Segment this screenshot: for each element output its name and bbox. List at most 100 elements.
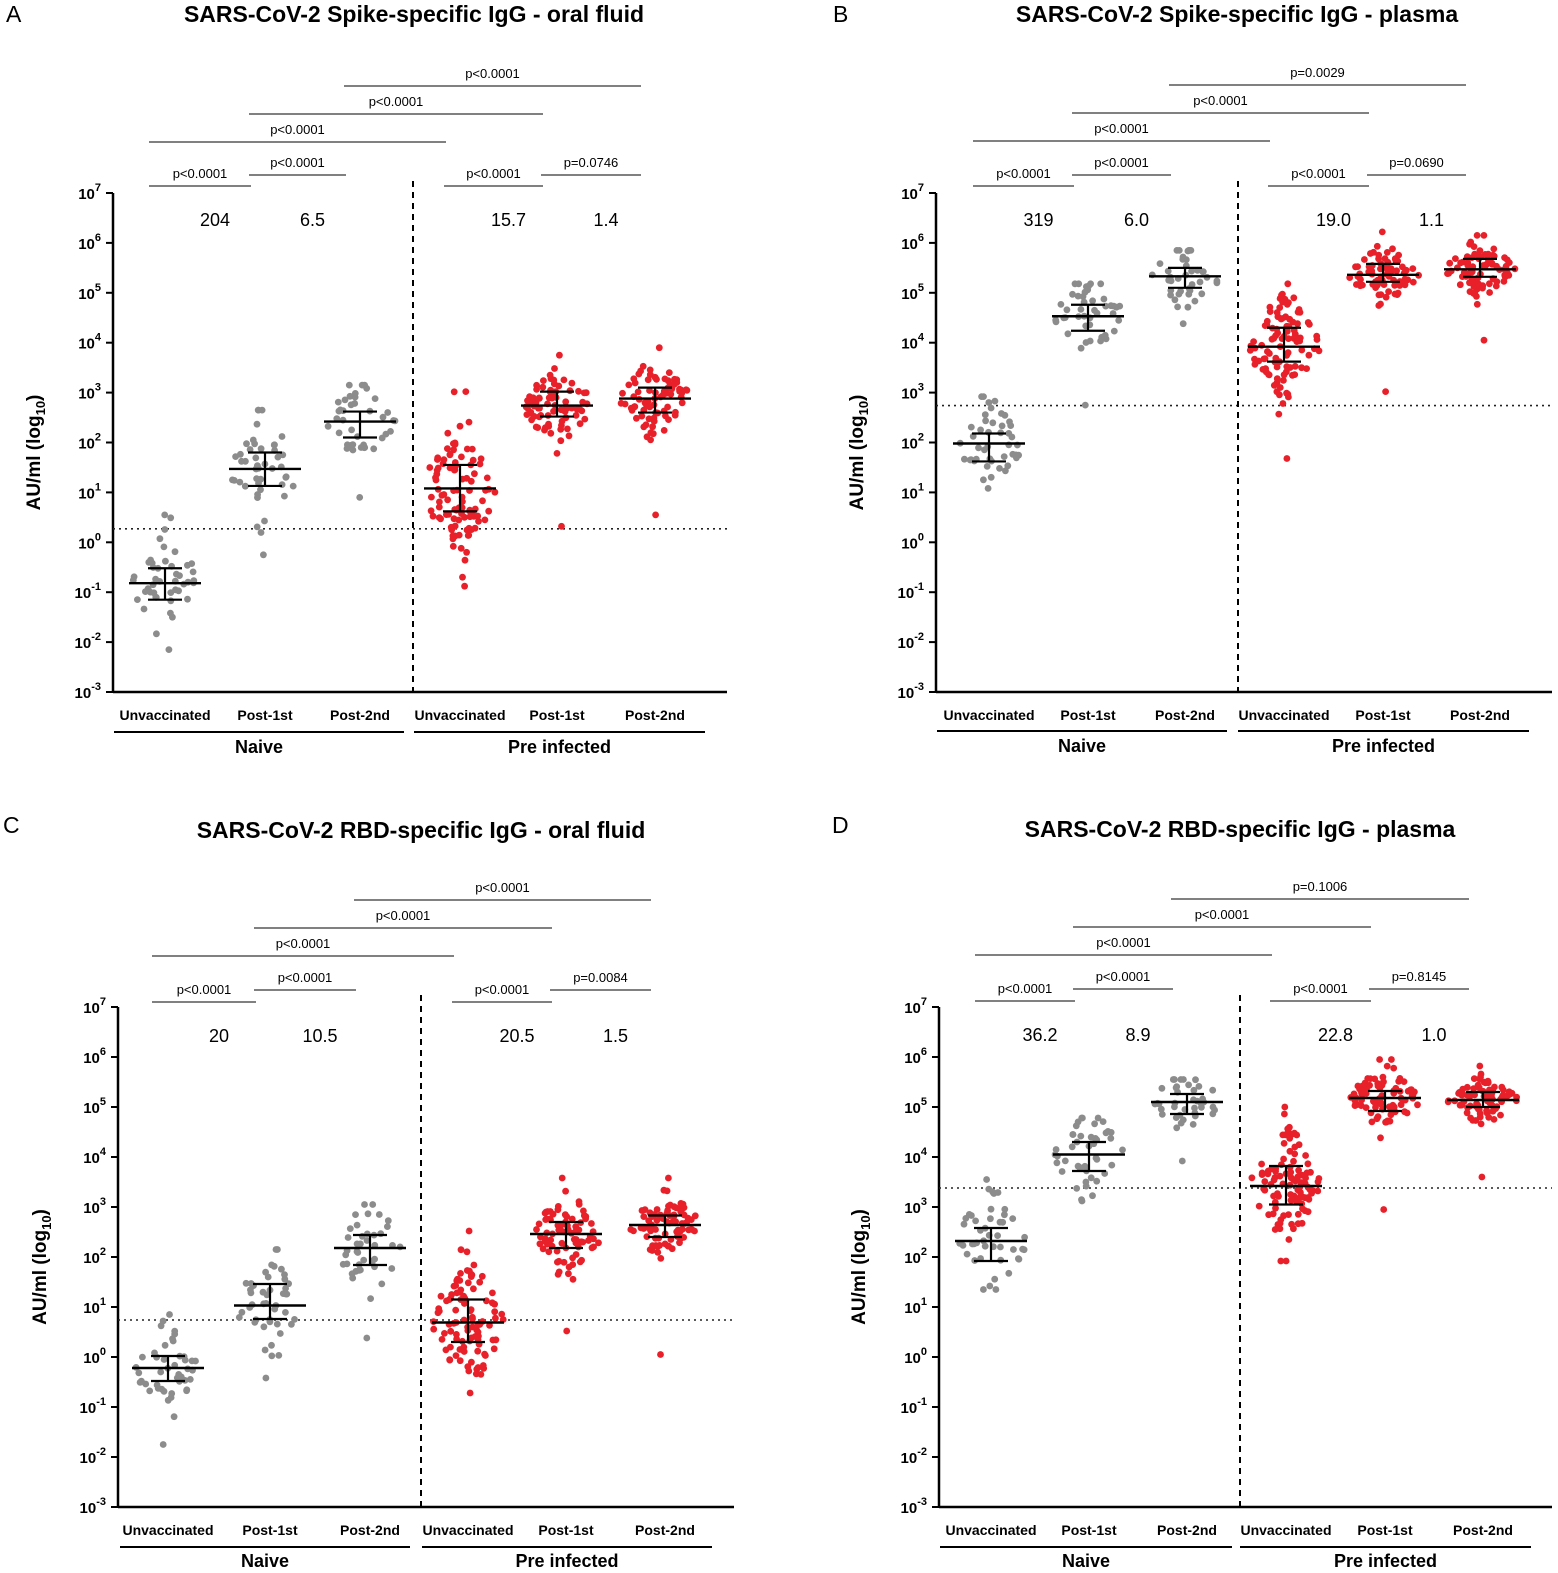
data-point <box>998 422 1006 430</box>
data-point <box>684 1214 692 1222</box>
data-point <box>168 1390 176 1397</box>
data-point <box>483 474 491 482</box>
data-point <box>1382 293 1390 301</box>
data-point <box>1107 302 1115 310</box>
y-tick-base: 10 <box>901 1400 918 1417</box>
data-point <box>1077 306 1085 313</box>
data-point <box>1295 1141 1303 1149</box>
x-tick-label: Post-1st <box>1355 707 1411 723</box>
data-point <box>282 1285 289 1292</box>
data-point <box>339 1260 347 1268</box>
data-point <box>140 605 148 613</box>
data-point <box>991 397 999 405</box>
data-point <box>169 613 176 621</box>
y-tick-label: 10-1 <box>898 581 924 602</box>
data-point <box>1488 260 1496 268</box>
data-point <box>1266 308 1274 315</box>
data-point <box>238 457 245 465</box>
data-point <box>1376 1084 1384 1092</box>
data-point <box>983 1176 990 1183</box>
data-point <box>1380 1206 1388 1213</box>
y-tick-base: 10 <box>904 1350 921 1367</box>
y-tick-label: 100 <box>904 1346 927 1367</box>
data-point <box>990 1190 998 1197</box>
data-point <box>466 1389 474 1397</box>
data-point <box>371 1255 378 1263</box>
data-point <box>1470 243 1478 251</box>
y-tick-label: 104 <box>83 1146 107 1167</box>
data-point <box>384 1217 392 1225</box>
data-point <box>1297 1179 1305 1186</box>
data-point <box>981 411 989 419</box>
data-point <box>1478 1173 1486 1181</box>
fold-change-label: 19.0 <box>1316 210 1351 230</box>
data-point <box>448 526 456 534</box>
panel-d-title: SARS-CoV-2 RBD-specific IgG - plasma <box>1025 816 1456 842</box>
data-point <box>146 1387 154 1395</box>
data-point <box>261 1346 269 1354</box>
data-point <box>253 420 261 428</box>
data-point <box>578 407 586 415</box>
data-point <box>549 1210 557 1218</box>
data-point <box>437 515 444 523</box>
data-point <box>1473 300 1481 308</box>
data-point <box>271 441 278 449</box>
data-point <box>568 379 576 387</box>
data-point <box>437 1292 445 1300</box>
y-tick-label: 103 <box>83 1196 106 1217</box>
data-point <box>1171 296 1179 304</box>
data-point <box>443 511 450 518</box>
data-point <box>1375 255 1382 263</box>
data-point <box>651 373 659 381</box>
y-tick-label: 107 <box>83 996 106 1017</box>
data-point <box>544 1208 552 1215</box>
data-point <box>1304 319 1312 326</box>
data-point <box>463 474 471 482</box>
data-point <box>1190 1086 1198 1094</box>
data-point <box>184 561 191 569</box>
data-point <box>1401 281 1409 289</box>
data-point <box>652 1226 659 1233</box>
data-point <box>523 411 531 418</box>
p-value-label: p<0.0001 <box>1293 981 1348 996</box>
data-point <box>652 1234 659 1242</box>
y-axis-label: AU/ml (log10) <box>24 395 48 511</box>
x-tick-label: Unvaccinated <box>119 707 210 723</box>
data-point <box>1167 277 1175 285</box>
data-point <box>1464 259 1472 267</box>
y-tick-label: 101 <box>78 481 101 502</box>
data-point <box>157 1368 165 1376</box>
data-point <box>186 1376 194 1383</box>
data-point <box>241 482 249 490</box>
data-point <box>489 1289 496 1297</box>
data-point <box>135 1369 143 1377</box>
data-point <box>1211 1106 1218 1114</box>
data-point <box>1116 302 1124 310</box>
y-tick-exponent: -3 <box>91 681 101 693</box>
data-point <box>991 1275 999 1283</box>
data-point <box>1187 247 1195 254</box>
data-point <box>1468 254 1476 261</box>
data-point <box>545 1248 553 1256</box>
data-point <box>1068 1143 1076 1151</box>
x-tick-label: Post-2nd <box>1450 707 1510 723</box>
data-point <box>1270 1192 1277 1200</box>
y-tick-base: 10 <box>78 186 95 203</box>
p-value-label: p<0.0001 <box>1094 121 1149 136</box>
data-point <box>251 1319 259 1326</box>
data-point <box>1172 1084 1180 1092</box>
data-point <box>254 494 261 501</box>
data-point <box>631 403 639 411</box>
data-point <box>535 1220 543 1228</box>
data-point <box>473 1326 481 1334</box>
data-point <box>281 1271 288 1278</box>
y-tick-exponent: 5 <box>921 1096 927 1108</box>
data-point <box>1179 320 1187 328</box>
fold-change-label: 20.5 <box>499 1026 534 1046</box>
data-point <box>184 595 191 603</box>
data-point <box>677 386 685 394</box>
y-tick-base: 10 <box>901 186 918 203</box>
data-point <box>451 439 459 447</box>
y-tick-exponent: 2 <box>918 432 924 444</box>
data-point <box>1280 1140 1288 1147</box>
